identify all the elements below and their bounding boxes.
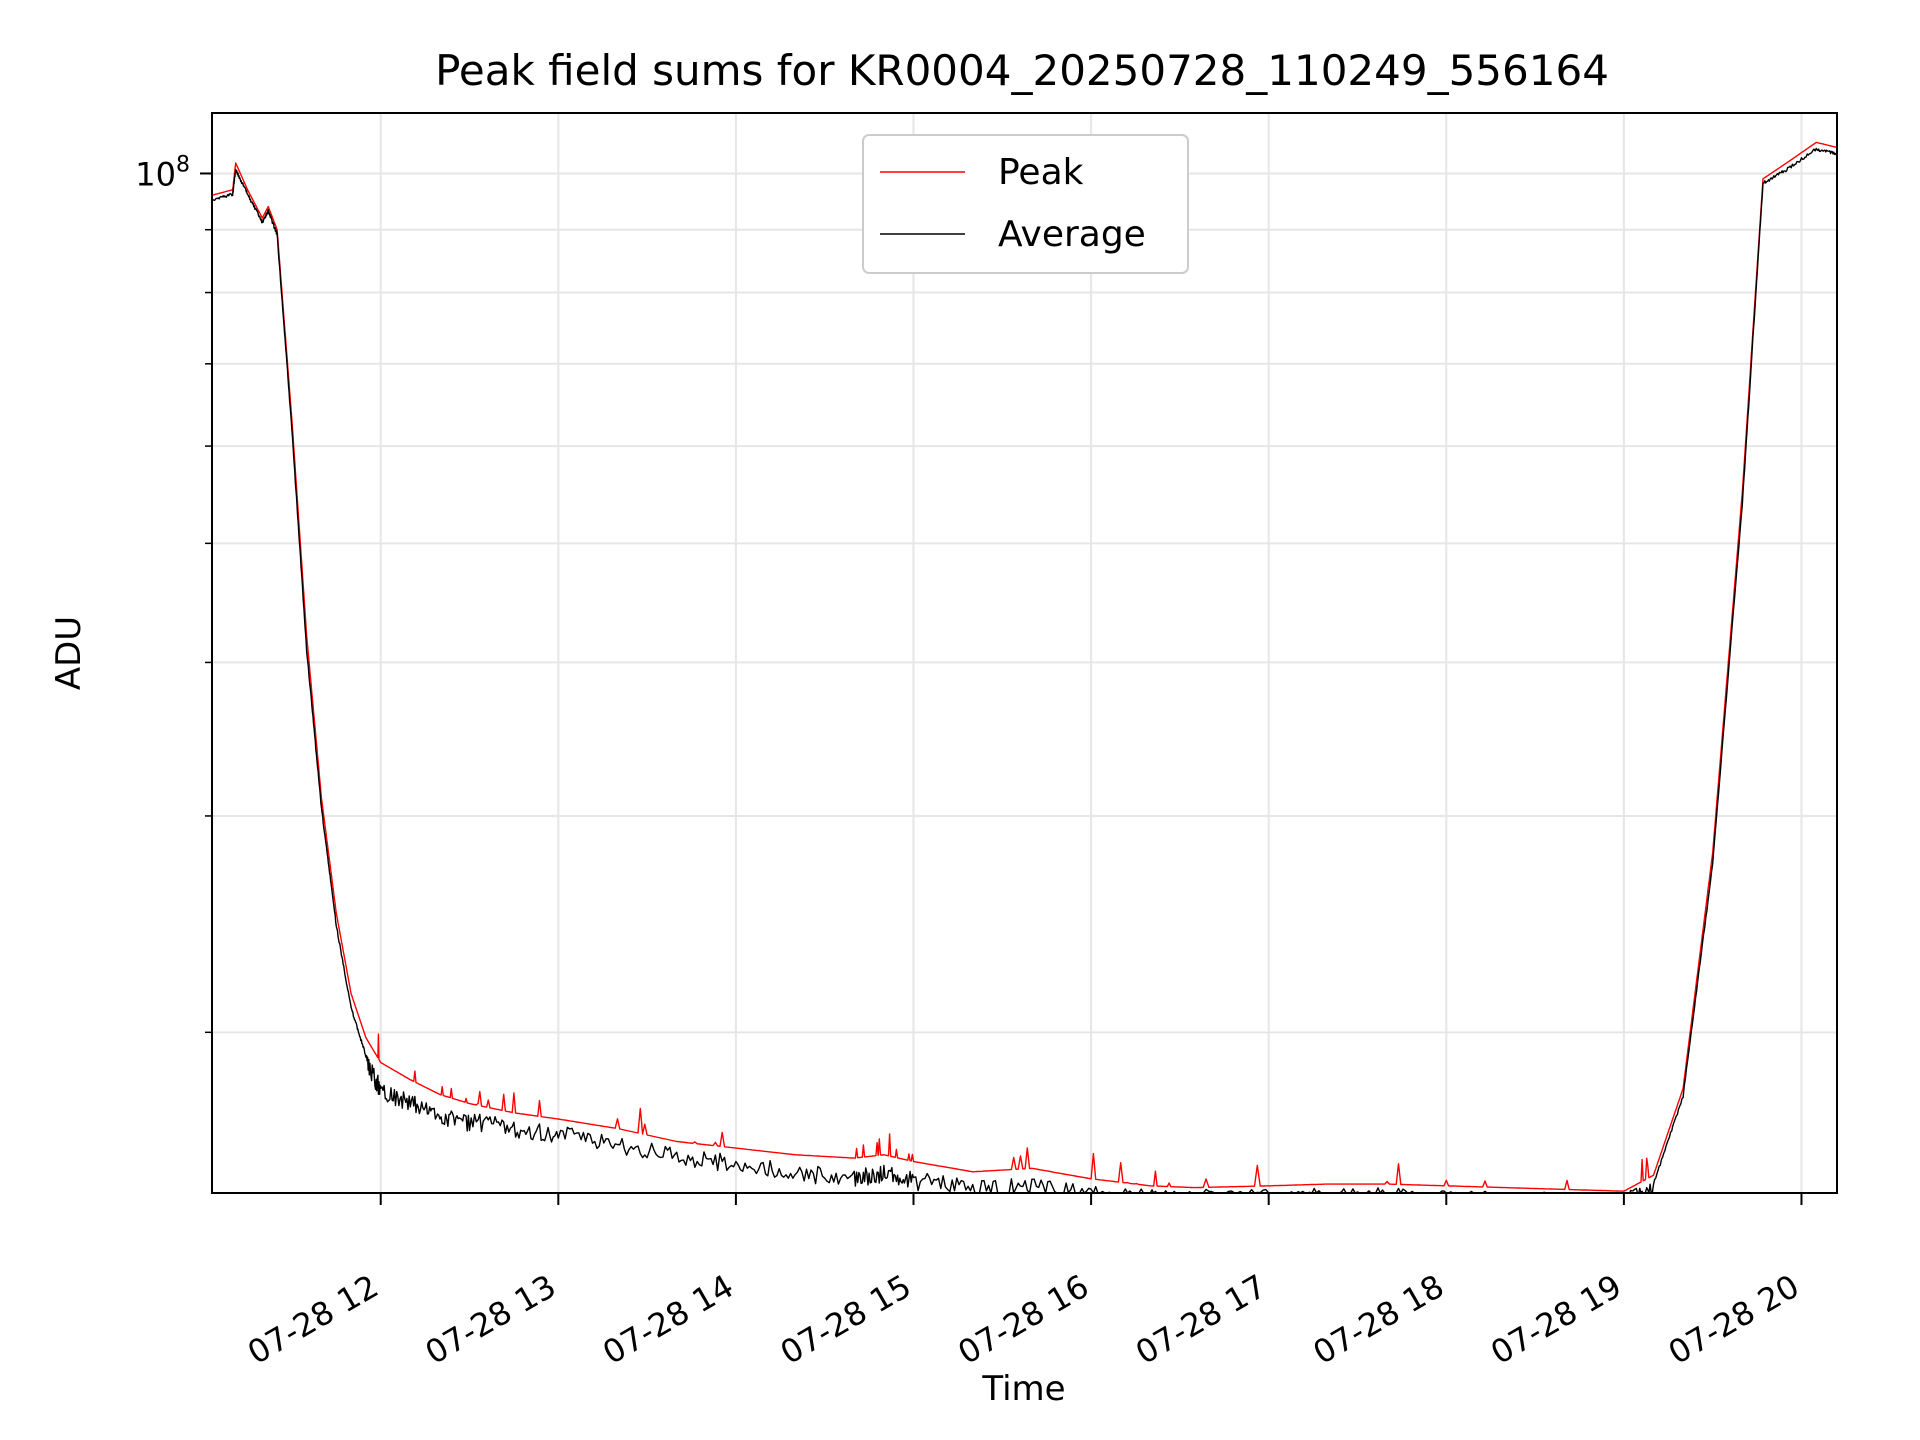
chart-title: Peak field sums for KR0004_20250728_1102… [435, 46, 1609, 95]
y-axis-label: ADU [49, 616, 89, 690]
legend-label-peak: Peak [998, 152, 1084, 193]
legend: Peak Average [862, 134, 1189, 274]
y-tick-label-base: 10 [135, 155, 176, 193]
y-tick-label: 108 [135, 152, 190, 193]
legend-box [862, 134, 1189, 274]
plot-frame [211, 112, 1838, 1194]
y-tick-label-exponent: 8 [176, 152, 190, 177]
legend-label-average: Average [998, 214, 1146, 255]
x-axis-label: Time [981, 1369, 1065, 1409]
grid [212, 113, 1837, 1193]
y-axis-ticks: 108 [135, 152, 212, 1034]
series-line-peak [211, 141, 1838, 1192]
